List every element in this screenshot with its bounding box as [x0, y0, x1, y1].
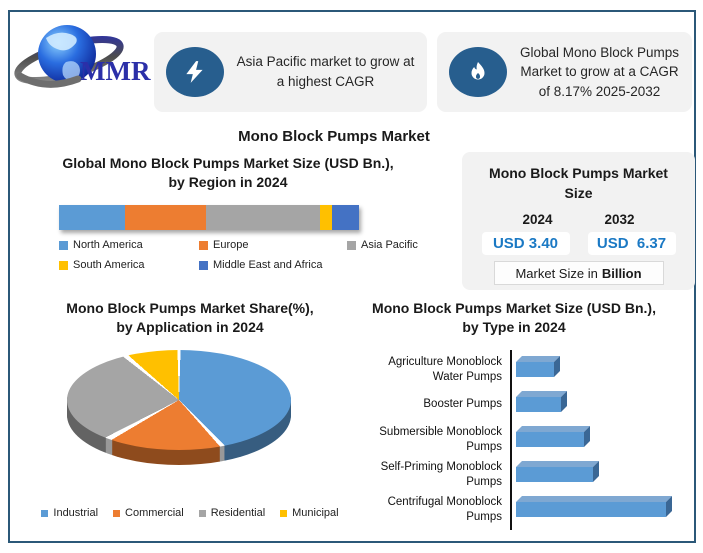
year-2024-label: 2024: [522, 212, 553, 228]
type-bar-row-booster-pumps: Booster Pumps: [360, 387, 688, 422]
type-bar-rows: Agriculture Monoblock Water Pumps Booster…: [360, 352, 688, 527]
region-segment-south-america: [320, 205, 332, 230]
type-bar-row-centrifugal-monoblock-pumps: Centrifugal Monoblock Pumps: [360, 492, 688, 527]
category-label: Booster Pumps: [423, 398, 502, 411]
legend-label: Industrial: [53, 507, 99, 519]
bar-self-priming-monoblock-pumps: [516, 461, 599, 482]
legend-label: Asia Pacific: [361, 239, 418, 251]
title-line: by Type in 2024: [462, 318, 566, 335]
region-segment-north-america: [59, 205, 125, 230]
title-line: Mono Block Pumps Market Size (USD Bn.),: [372, 300, 656, 316]
bar-agriculture-monoblock-water-pumps: [516, 356, 560, 377]
brand-logo: MMR: [14, 16, 154, 102]
legend-item-south-america: South America: [59, 259, 199, 271]
legend-marker: [59, 260, 68, 270]
market-size-box: Mono Block Pumps Market Size 2024 2032 U…: [462, 152, 695, 290]
bar-centrifugal-monoblock-pumps: [516, 496, 672, 517]
application-pie-title: Mono Block Pumps Market Share(%), by App…: [12, 299, 368, 337]
pie-top-face: [67, 350, 291, 450]
bar-top-face: [516, 426, 590, 432]
region-legend: North America Europe Asia Pacific South Ame…: [59, 239, 418, 271]
market-size-footnote: Market Size in Billion: [493, 261, 664, 286]
bar-top-face: [516, 356, 560, 362]
legend-item-commercial: Commercial: [113, 507, 184, 519]
legend-marker: [198, 509, 206, 517]
legend-label: Middle East and Africa: [213, 259, 323, 271]
application-pie-legend: Industrial Commercial Residential Municipal: [20, 507, 360, 519]
legend-label: Residential: [210, 507, 266, 519]
region-segment-middle-east-and-africa: [332, 205, 359, 230]
region-segment-asia-pacific: [206, 205, 320, 230]
page-title: Mono Block Pumps Market: [238, 128, 430, 145]
category-label: Self-Priming Monoblock Pumps: [380, 460, 502, 488]
flame-icon: [449, 47, 507, 97]
legend-label: South America: [73, 259, 145, 271]
region-segment-europe: [125, 205, 206, 230]
bar-track: [516, 461, 688, 482]
lightning-icon: [166, 47, 224, 97]
bar-top-face: [516, 461, 599, 467]
title-line: by Application in 2024: [116, 318, 264, 335]
callout-text: Global Mono Block Pumps Market to grow a…: [519, 44, 680, 99]
footnote-text: Market Size in: [515, 265, 598, 281]
bar-booster-pumps: [516, 391, 567, 412]
bar-submersible-monoblock-pumps: [516, 426, 590, 447]
bar-side-face: [666, 496, 672, 517]
legend-item-europe: Europe: [199, 239, 347, 251]
footnote-bold: Billion: [601, 265, 642, 281]
legend-item-middle-east-and-africa: Middle East and Africa: [199, 259, 347, 271]
type-chart-title: Mono Block Pumps Market Size (USD Bn.), …: [358, 299, 670, 337]
market-size-box-title: Mono Block Pumps Market Size: [489, 165, 668, 201]
type-bar-row-submersible-monoblock-pumps: Submersible Monoblock Pumps: [360, 422, 688, 457]
value-2024: USD 3.40: [481, 232, 570, 256]
legend-marker: [280, 509, 288, 517]
type-bar-chart: Agriculture Monoblock Water Pumps Booster…: [360, 350, 688, 532]
category-label: Centrifugal Monoblock Pumps: [387, 495, 502, 523]
legend-label: Municipal: [292, 507, 339, 519]
legend-item-residential: Residential: [198, 507, 266, 519]
bar-side-face: [561, 391, 567, 412]
category-label: Agriculture Monoblock Water Pumps: [388, 355, 502, 383]
legend-marker: [59, 240, 68, 250]
category-label: Submersible Monoblock Pumps: [379, 425, 502, 453]
legend-marker: [199, 260, 208, 270]
legend-item-municipal: Municipal: [280, 507, 339, 519]
callout-cagr: Global Mono Block Pumps Market to grow a…: [437, 32, 692, 112]
type-chart-axis: [510, 350, 512, 530]
value-2032: USD 6.37: [587, 232, 676, 256]
brand-logo-text: MMR: [80, 56, 151, 86]
region-chart-title: Global Mono Block Pumps Market Size (USD…: [18, 154, 438, 192]
bar-top-face: [516, 496, 672, 502]
legend-label: Europe: [213, 239, 249, 251]
legend-item-north-america: North America: [59, 239, 199, 251]
legend-marker: [41, 509, 49, 517]
bar-track: [516, 356, 688, 377]
type-bar-row-agriculture-monoblock-water-pumps: Agriculture Monoblock Water Pumps: [360, 352, 688, 387]
legend-label: North America: [73, 239, 143, 251]
region-stacked-bar: [59, 205, 359, 230]
legend-marker: [347, 240, 356, 250]
callout-asia-pacific: Asia Pacific market to grow at a highest…: [154, 32, 427, 112]
legend-item-asia-pacific: Asia Pacific: [347, 239, 418, 251]
title-line: Mono Block Pumps Market Share(%),: [66, 300, 314, 316]
type-bar-row-self-priming-monoblock-pumps: Self-Priming Monoblock Pumps: [360, 457, 688, 492]
callout-text: Asia Pacific market to grow at a highest…: [236, 54, 415, 89]
globe-icon: MMR: [14, 25, 151, 88]
bar-top-face: [516, 391, 567, 397]
infographic-frame: MMR Asia Pacific market to grow at a hig…: [8, 10, 696, 543]
legend-marker: [113, 509, 121, 517]
legend-marker: [199, 240, 208, 250]
bar-track: [516, 496, 688, 517]
application-pie-chart: [67, 350, 291, 466]
bar-track: [516, 391, 688, 412]
legend-label: Commercial: [125, 507, 184, 519]
legend-item-industrial: Industrial: [41, 507, 98, 519]
bar-track: [516, 426, 688, 447]
title-line: Global Mono Block Pumps Market Size (USD…: [62, 155, 394, 171]
title-line: by Region in 2024: [168, 173, 288, 190]
year-2032-label: 2032: [604, 212, 635, 228]
